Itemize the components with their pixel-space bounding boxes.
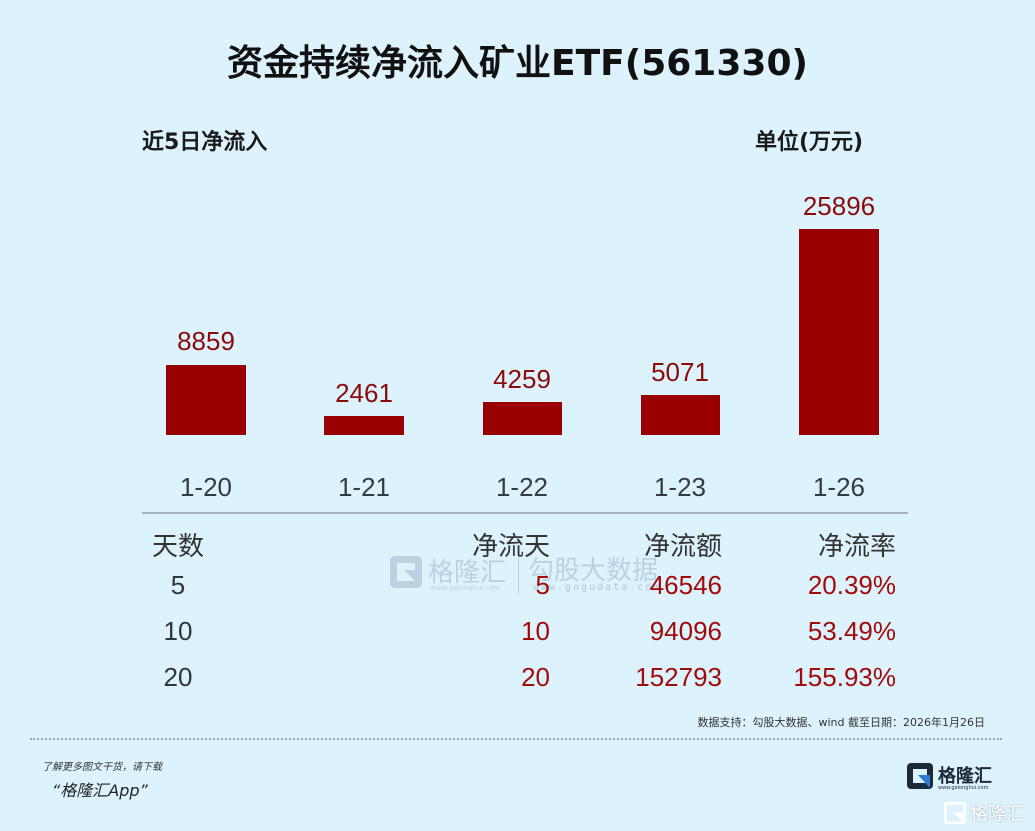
cell-net-days: 5 [535,570,550,600]
watermark-brand-url: www.gelonghui.com [430,584,501,592]
watermark-data-url: www.gogudata.com [533,582,662,593]
promo-app-name: “格隆汇App” [52,781,148,800]
gelonghui-logo-icon [944,802,966,824]
table-header-net-amount: 净流额 [643,532,722,562]
watermark: 格隆汇 www.gelonghui.com 勾股大数据 www.gogudata… [388,550,668,596]
gelonghui-logo-icon [907,763,933,789]
cell-net-days: 10 [521,616,550,646]
x-tick-label: 1-21 [337,472,391,502]
bar-value-label: 4259 [493,364,551,394]
cell-net-rate: 53.49% [807,616,896,646]
cell-net-rate: 155.93% [793,662,896,692]
promo-text: 了解更多图文干货，请下载 [42,762,162,773]
bar-value-label: 5071 [651,357,709,387]
unit-label: 单位(万元) [755,130,864,155]
watermark-divider [518,554,519,594]
watermark-data-brand: 勾股大数据 [528,556,659,586]
x-tick-label: 1-26 [812,472,866,502]
cell-net-rate: 20.39% [807,570,896,600]
watermark-brand: 格隆汇 [428,558,507,588]
bar-1-20 [166,365,246,435]
cell-days: 5 [170,570,186,600]
cell-days: 10 [163,616,193,646]
cell-net-amount: 152793 [635,662,722,692]
cell-net-amount: 46546 [649,570,722,600]
gelonghui-logo-icon [390,556,422,588]
cell-days: 20 [163,662,193,692]
bar-1-22 [483,402,562,435]
x-tick-label: 1-22 [495,472,549,502]
footer-divider [30,738,1002,740]
cell-net-amount: 94096 [649,616,722,646]
table-header-days: 天数 [151,532,204,562]
brand-url: www.gelonghui.com [938,785,989,791]
chart-title: 资金持续净流入矿业ETF(561330) [227,43,808,84]
cell-net-days: 20 [521,662,550,692]
bar-1-26 [799,229,879,435]
chart-subtitle: 近5日净流入 [142,130,268,155]
table-separator [142,512,908,514]
bar-value-label: 8859 [177,326,235,356]
bar-1-23 [641,395,720,435]
table-header-net-rate: 净流率 [817,532,896,562]
data-source-note: 数据支持：勾股大数据、wind 截至日期：2026年1月26日 [697,716,986,729]
bar-value-label: 25896 [802,191,876,221]
bar-1-21 [324,416,404,435]
table-header-net-days: 净流天 [471,532,550,562]
corner-brand-name: 格隆汇 [970,804,1024,825]
x-tick-label: 1-23 [653,472,707,502]
brand-name: 格隆汇 [938,766,992,787]
brand-logo: 格隆汇 www.gelonghui.com [906,760,1006,794]
corner-watermark: 格隆汇 [944,800,1034,828]
bar-value-label: 2461 [335,378,393,408]
x-tick-label: 1-20 [179,472,233,502]
